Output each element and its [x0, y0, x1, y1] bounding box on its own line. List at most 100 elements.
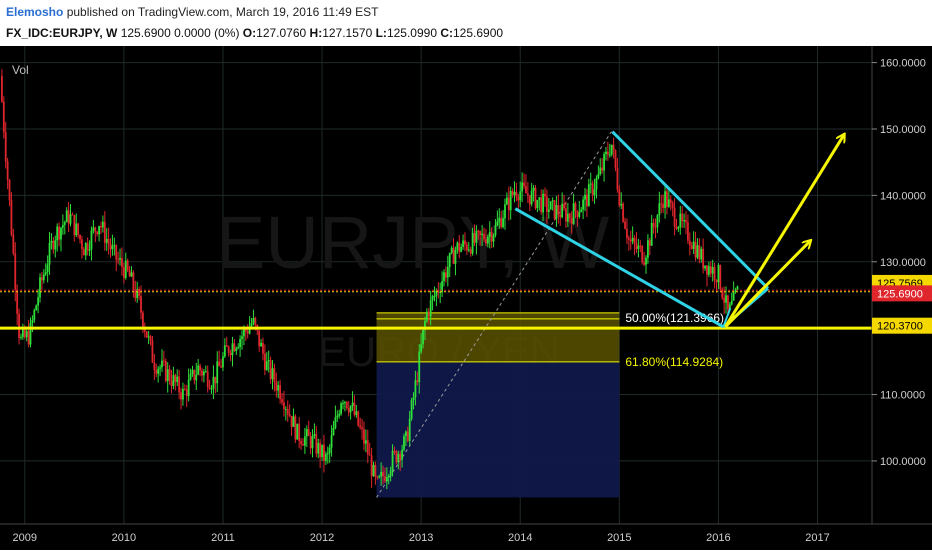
candle-body: [633, 237, 636, 244]
candle-body: [195, 374, 198, 381]
candle-body: [715, 279, 718, 283]
projection-arrow-low: [724, 241, 810, 328]
candle-body: [593, 189, 596, 196]
candle-body: [547, 209, 550, 212]
candle-body: [92, 227, 95, 231]
candle-body: [671, 202, 674, 208]
candle-body: [41, 277, 43, 281]
candle-body: [73, 215, 76, 236]
candle-body: [452, 247, 455, 264]
candle-body: [263, 353, 266, 370]
candle-body: [174, 375, 177, 383]
candle-body: [616, 167, 619, 190]
candle-body: [305, 429, 308, 437]
candle-body: [515, 191, 518, 197]
candle-body: [448, 252, 451, 268]
price-label-bg: [872, 285, 932, 302]
candle-body: [698, 245, 701, 260]
candle-body: [687, 222, 689, 241]
candle-body: [664, 191, 666, 208]
y-tick-label: 110.0000: [880, 390, 925, 402]
candle-body: [488, 232, 491, 237]
candle-body: [117, 259, 120, 261]
candle-body: [202, 371, 205, 376]
candle-body: [372, 464, 375, 477]
candle-body: [103, 221, 106, 243]
fibonacci-retracement[interactable]: 50.00%(121.3966)61.80%(114.9284): [376, 131, 725, 498]
candle-body: [694, 241, 697, 258]
candle-body: [363, 429, 365, 444]
fib-zone-lower: [376, 361, 620, 498]
candle-body: [635, 243, 638, 249]
candle-body: [507, 197, 510, 211]
candle-body: [404, 431, 407, 437]
candle-body: [502, 218, 504, 228]
candle-body: [605, 151, 607, 155]
candle-body: [300, 441, 302, 445]
candle-body: [111, 245, 114, 250]
candle-body: [439, 291, 442, 293]
candle-body: [462, 240, 464, 247]
candle-body: [384, 476, 386, 482]
symbol-line: FX_IDC:EURJPY, W 125.6900 0.0000 (0%) O:…: [6, 26, 503, 40]
candle-body: [161, 360, 163, 368]
candle-body: [284, 409, 287, 411]
channel-pivot-line: [722, 307, 732, 328]
candle-body: [307, 429, 310, 436]
candle-body: [483, 233, 485, 240]
candle-body: [210, 388, 213, 390]
candle-body: [542, 193, 544, 213]
candle-body: [290, 416, 293, 427]
candle-body: [56, 226, 59, 241]
price-label-text: 125.6900: [877, 288, 923, 300]
high-value: 127.1570: [322, 26, 373, 40]
candle-body: [6, 161, 9, 180]
candle-body: [690, 245, 693, 249]
price-chart[interactable]: EURJPY, WEURO / YEN 50.00%(121.3966)61.8…: [0, 46, 932, 550]
candle-body: [568, 213, 571, 219]
chart-area[interactable]: EURJPY, WEURO / YEN 50.00%(121.3966)61.8…: [0, 46, 932, 550]
x-tick-label: 2014: [508, 532, 532, 544]
candle-body: [58, 226, 60, 240]
candle-body: [189, 373, 192, 380]
candle-body: [231, 343, 234, 356]
candle-body: [561, 203, 564, 218]
y-tick-label: 140.0000: [880, 190, 926, 202]
candle-body: [711, 266, 714, 274]
candle-body: [525, 186, 527, 194]
candle-body: [490, 232, 493, 242]
candle-body: [172, 375, 175, 386]
candle-body: [275, 382, 278, 391]
candle-body: [477, 230, 480, 232]
candle-body: [736, 286, 739, 290]
horizontal-levels[interactable]: [0, 289, 872, 330]
candle-body: [643, 262, 645, 265]
candle-body: [153, 362, 156, 370]
candle-body: [416, 380, 419, 383]
candle-body: [445, 272, 447, 278]
last-price: 125.6900 0.0000 (0%): [117, 26, 243, 40]
candle-body: [254, 317, 257, 326]
candle-body: [443, 272, 445, 282]
candle-body: [344, 402, 346, 404]
candle-body: [624, 221, 626, 229]
candle-body: [566, 213, 569, 222]
candle-body: [136, 288, 139, 299]
candle-body: [734, 289, 737, 292]
candle-body: [572, 203, 575, 224]
high-label: H:: [306, 26, 323, 40]
x-tick-label: 2011: [211, 532, 235, 544]
candle-body: [244, 329, 247, 332]
vol-label: Vol: [12, 63, 29, 77]
candle-body: [580, 209, 583, 213]
close-value: 125.6900: [453, 26, 504, 40]
candle-body: [260, 342, 262, 347]
time-axis[interactable]: 2009 2010 2011 2012 2013 2014 2015 2016 2017: [13, 532, 830, 544]
candle-body: [130, 272, 133, 277]
candle-body: [654, 226, 657, 228]
candle-body: [532, 187, 535, 191]
trend-drawings[interactable]: [514, 130, 844, 329]
candle-body: [21, 329, 24, 338]
candle-body: [321, 444, 323, 458]
author-link[interactable]: Elemosho: [6, 5, 64, 19]
